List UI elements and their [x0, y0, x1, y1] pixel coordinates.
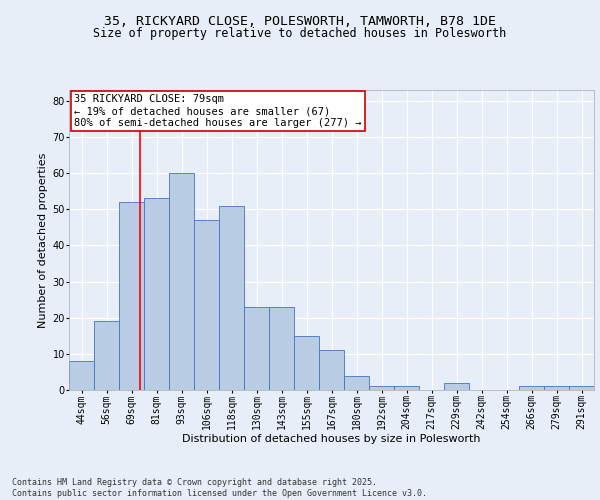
Bar: [269, 307, 294, 390]
Bar: [194, 220, 219, 390]
Bar: [569, 386, 594, 390]
Bar: [444, 383, 469, 390]
Y-axis label: Number of detached properties: Number of detached properties: [38, 152, 48, 328]
Bar: [519, 386, 544, 390]
X-axis label: Distribution of detached houses by size in Polesworth: Distribution of detached houses by size …: [182, 434, 481, 444]
Bar: [219, 206, 244, 390]
Bar: [69, 361, 94, 390]
Bar: [544, 386, 569, 390]
Text: Contains HM Land Registry data © Crown copyright and database right 2025.
Contai: Contains HM Land Registry data © Crown c…: [12, 478, 427, 498]
Bar: [319, 350, 344, 390]
Bar: [94, 322, 119, 390]
Bar: [294, 336, 319, 390]
Bar: [244, 307, 269, 390]
Bar: [344, 376, 369, 390]
Bar: [144, 198, 169, 390]
Bar: [394, 386, 419, 390]
Bar: [169, 173, 194, 390]
Bar: [119, 202, 144, 390]
Text: Size of property relative to detached houses in Polesworth: Size of property relative to detached ho…: [94, 28, 506, 40]
Text: 35, RICKYARD CLOSE, POLESWORTH, TAMWORTH, B78 1DE: 35, RICKYARD CLOSE, POLESWORTH, TAMWORTH…: [104, 15, 496, 28]
Text: 35 RICKYARD CLOSE: 79sqm
← 19% of detached houses are smaller (67)
80% of semi-d: 35 RICKYARD CLOSE: 79sqm ← 19% of detach…: [74, 94, 362, 128]
Bar: [369, 386, 394, 390]
